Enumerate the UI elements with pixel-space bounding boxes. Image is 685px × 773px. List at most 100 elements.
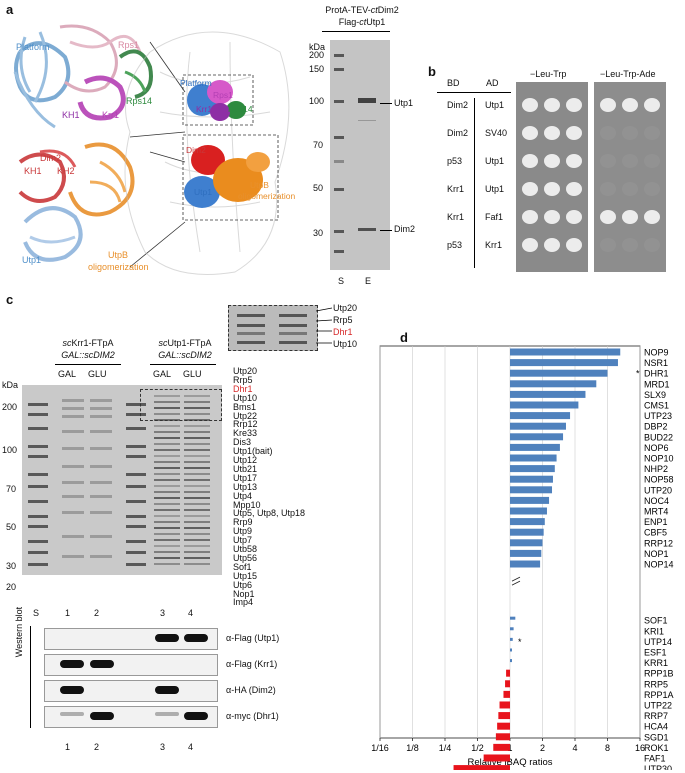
lane-head-gal-3: GAL <box>153 369 172 379</box>
gel-c-header-2: scUtp1-FTpA GAL::scDIM2 <box>158 338 212 360</box>
western-band <box>60 660 84 668</box>
chart-category-label: ROK1 <box>644 743 669 753</box>
chart-bar-noc4 <box>510 496 550 504</box>
gel-a-marker-200: 200 <box>309 50 325 60</box>
y2h-colony-spot <box>522 238 538 252</box>
gel-a-marker-100: 100 <box>309 96 325 106</box>
y2h-colony-spot <box>644 98 660 112</box>
chart-bar-kri1 <box>510 627 514 631</box>
chart-bar-krr1 <box>510 659 512 663</box>
western-lane-1: 1 <box>65 742 71 752</box>
gel-c-dashed-box <box>140 389 222 421</box>
y2h-colony-spot <box>522 126 538 140</box>
protein-label: Bms1 <box>233 401 257 412</box>
y2h-ad-4: Faf1 <box>485 212 504 222</box>
y2h-ad-1: SV40 <box>485 128 508 138</box>
y2h-ad-5: Krr1 <box>485 240 503 250</box>
inset-label-utp20: Utp20 <box>333 303 358 313</box>
chart-category-label: DBP2 <box>644 422 668 432</box>
y2h-colony-spot <box>622 182 638 196</box>
label-oligomerization-surface: oligomerization <box>238 191 296 201</box>
western-strip <box>44 654 218 676</box>
inset-label-dhr1: Dhr1 <box>333 327 353 337</box>
panel-b-letter: b <box>428 64 436 79</box>
chart-bar-faf1 <box>483 754 510 762</box>
chart-category-label: UTP22 <box>644 700 672 710</box>
chart-category-label: NOP14 <box>644 560 674 570</box>
chart-bar-rok1 <box>493 743 510 751</box>
gel-c-marker-100: 100 <box>2 445 18 455</box>
chart-category-label: KRI1 <box>644 626 664 636</box>
chart-bar-rrp7 <box>498 712 510 720</box>
chart-category-label: MRD1 <box>644 379 670 389</box>
chart-bar-cms1 <box>510 401 579 409</box>
y2h-colony-spot <box>522 182 538 196</box>
y2h-colony-spot <box>544 238 560 252</box>
y2h-bd-3: Krr1 <box>447 184 465 194</box>
chart-category-label: SOF1 <box>644 616 668 626</box>
chart-bar-utp22 <box>499 701 510 709</box>
label-utpb-surface: UtpB <box>250 180 269 190</box>
western-lane-3: 3 <box>160 742 166 752</box>
gel-c-lane-4: 4 <box>188 608 194 618</box>
y2h-colony-spot <box>644 154 660 168</box>
gel-a-band-utp1: Utp1 <box>394 98 414 108</box>
chart-tick-label: 1/8 <box>406 743 419 753</box>
chart-bar-sgd1 <box>495 733 510 741</box>
western-band <box>155 712 179 716</box>
label-rps14: Rps14 <box>126 96 153 106</box>
chart-bar-nop1 <box>510 549 542 557</box>
label-dim2: Dim2 <box>40 153 62 163</box>
protein-label: Utp12 <box>233 455 258 465</box>
chart-bar-hca4 <box>497 722 510 730</box>
chart-tick-label: 1/4 <box>439 743 452 753</box>
y2h-colony-spot <box>644 126 660 140</box>
protein-label: Utp20 <box>233 366 258 376</box>
chart-bar-cbf5 <box>510 528 544 536</box>
plate-leu-trp-ade <box>594 82 666 272</box>
chart-bar-mrt4 <box>510 507 547 515</box>
gel-c-lane-3: 3 <box>160 608 166 618</box>
lane-head-gal-1: GAL <box>58 369 77 379</box>
protein-label: Rrp9 <box>233 517 253 528</box>
chart-tick-label: 4 <box>572 743 577 753</box>
panel-d-letter: d <box>400 330 408 345</box>
western-band <box>184 634 208 642</box>
protein-label: Utp17 <box>233 472 258 483</box>
gel-c-marker-200: 200 <box>2 402 18 412</box>
chart-category-label: NHP2 <box>644 464 668 474</box>
y2h-colony-spot <box>622 154 638 168</box>
protein-label: Utp10 <box>233 392 258 403</box>
chart-category-label: KRR1 <box>644 658 668 668</box>
chart-bar-dbp2 <box>510 422 566 430</box>
chart-category-label: UTP20 <box>644 485 672 495</box>
western-band <box>155 686 179 694</box>
protein-label: Utp56 <box>233 552 258 563</box>
gel-c-marker-30: 30 <box>6 561 17 571</box>
y2h-bd-0: Dim2 <box>447 100 469 110</box>
gel-a-lane-s: S <box>338 276 345 286</box>
gel-a-marker-50: 50 <box>313 183 324 193</box>
protein-label: Utp4 <box>233 490 253 501</box>
y2h-colony-spot <box>544 154 560 168</box>
plate-label-leu-trp-ade: −Leu-Trp-Ade <box>600 69 656 79</box>
western-band <box>90 712 114 720</box>
y2h-colony-spot <box>566 182 582 196</box>
chart-category-label: HCA4 <box>644 722 668 732</box>
y2h-bd-1: Dim2 <box>447 128 469 138</box>
chart-tick-label: 2 <box>540 743 545 753</box>
gel-c-lane-s: S <box>33 608 40 618</box>
western-strip <box>44 628 218 650</box>
label-rps1: Rps1 <box>118 40 140 50</box>
protein-label: Nop1 <box>233 588 255 599</box>
western-antibody-label: α-HA (Dim2) <box>226 685 276 695</box>
gel-a-kda: kDa <box>309 42 326 52</box>
panel-c-letter: c <box>6 292 14 307</box>
chart-star-annotation: * <box>518 637 522 647</box>
chart-category-label: NOP6 <box>644 443 669 453</box>
y2h-colony-spot <box>544 182 560 196</box>
inset-label-rrp5: Rrp5 <box>333 315 353 325</box>
y2h-colony-spot <box>522 210 538 224</box>
chart-bar-nop58 <box>510 475 553 483</box>
chart-bar-esf1 <box>510 648 512 652</box>
